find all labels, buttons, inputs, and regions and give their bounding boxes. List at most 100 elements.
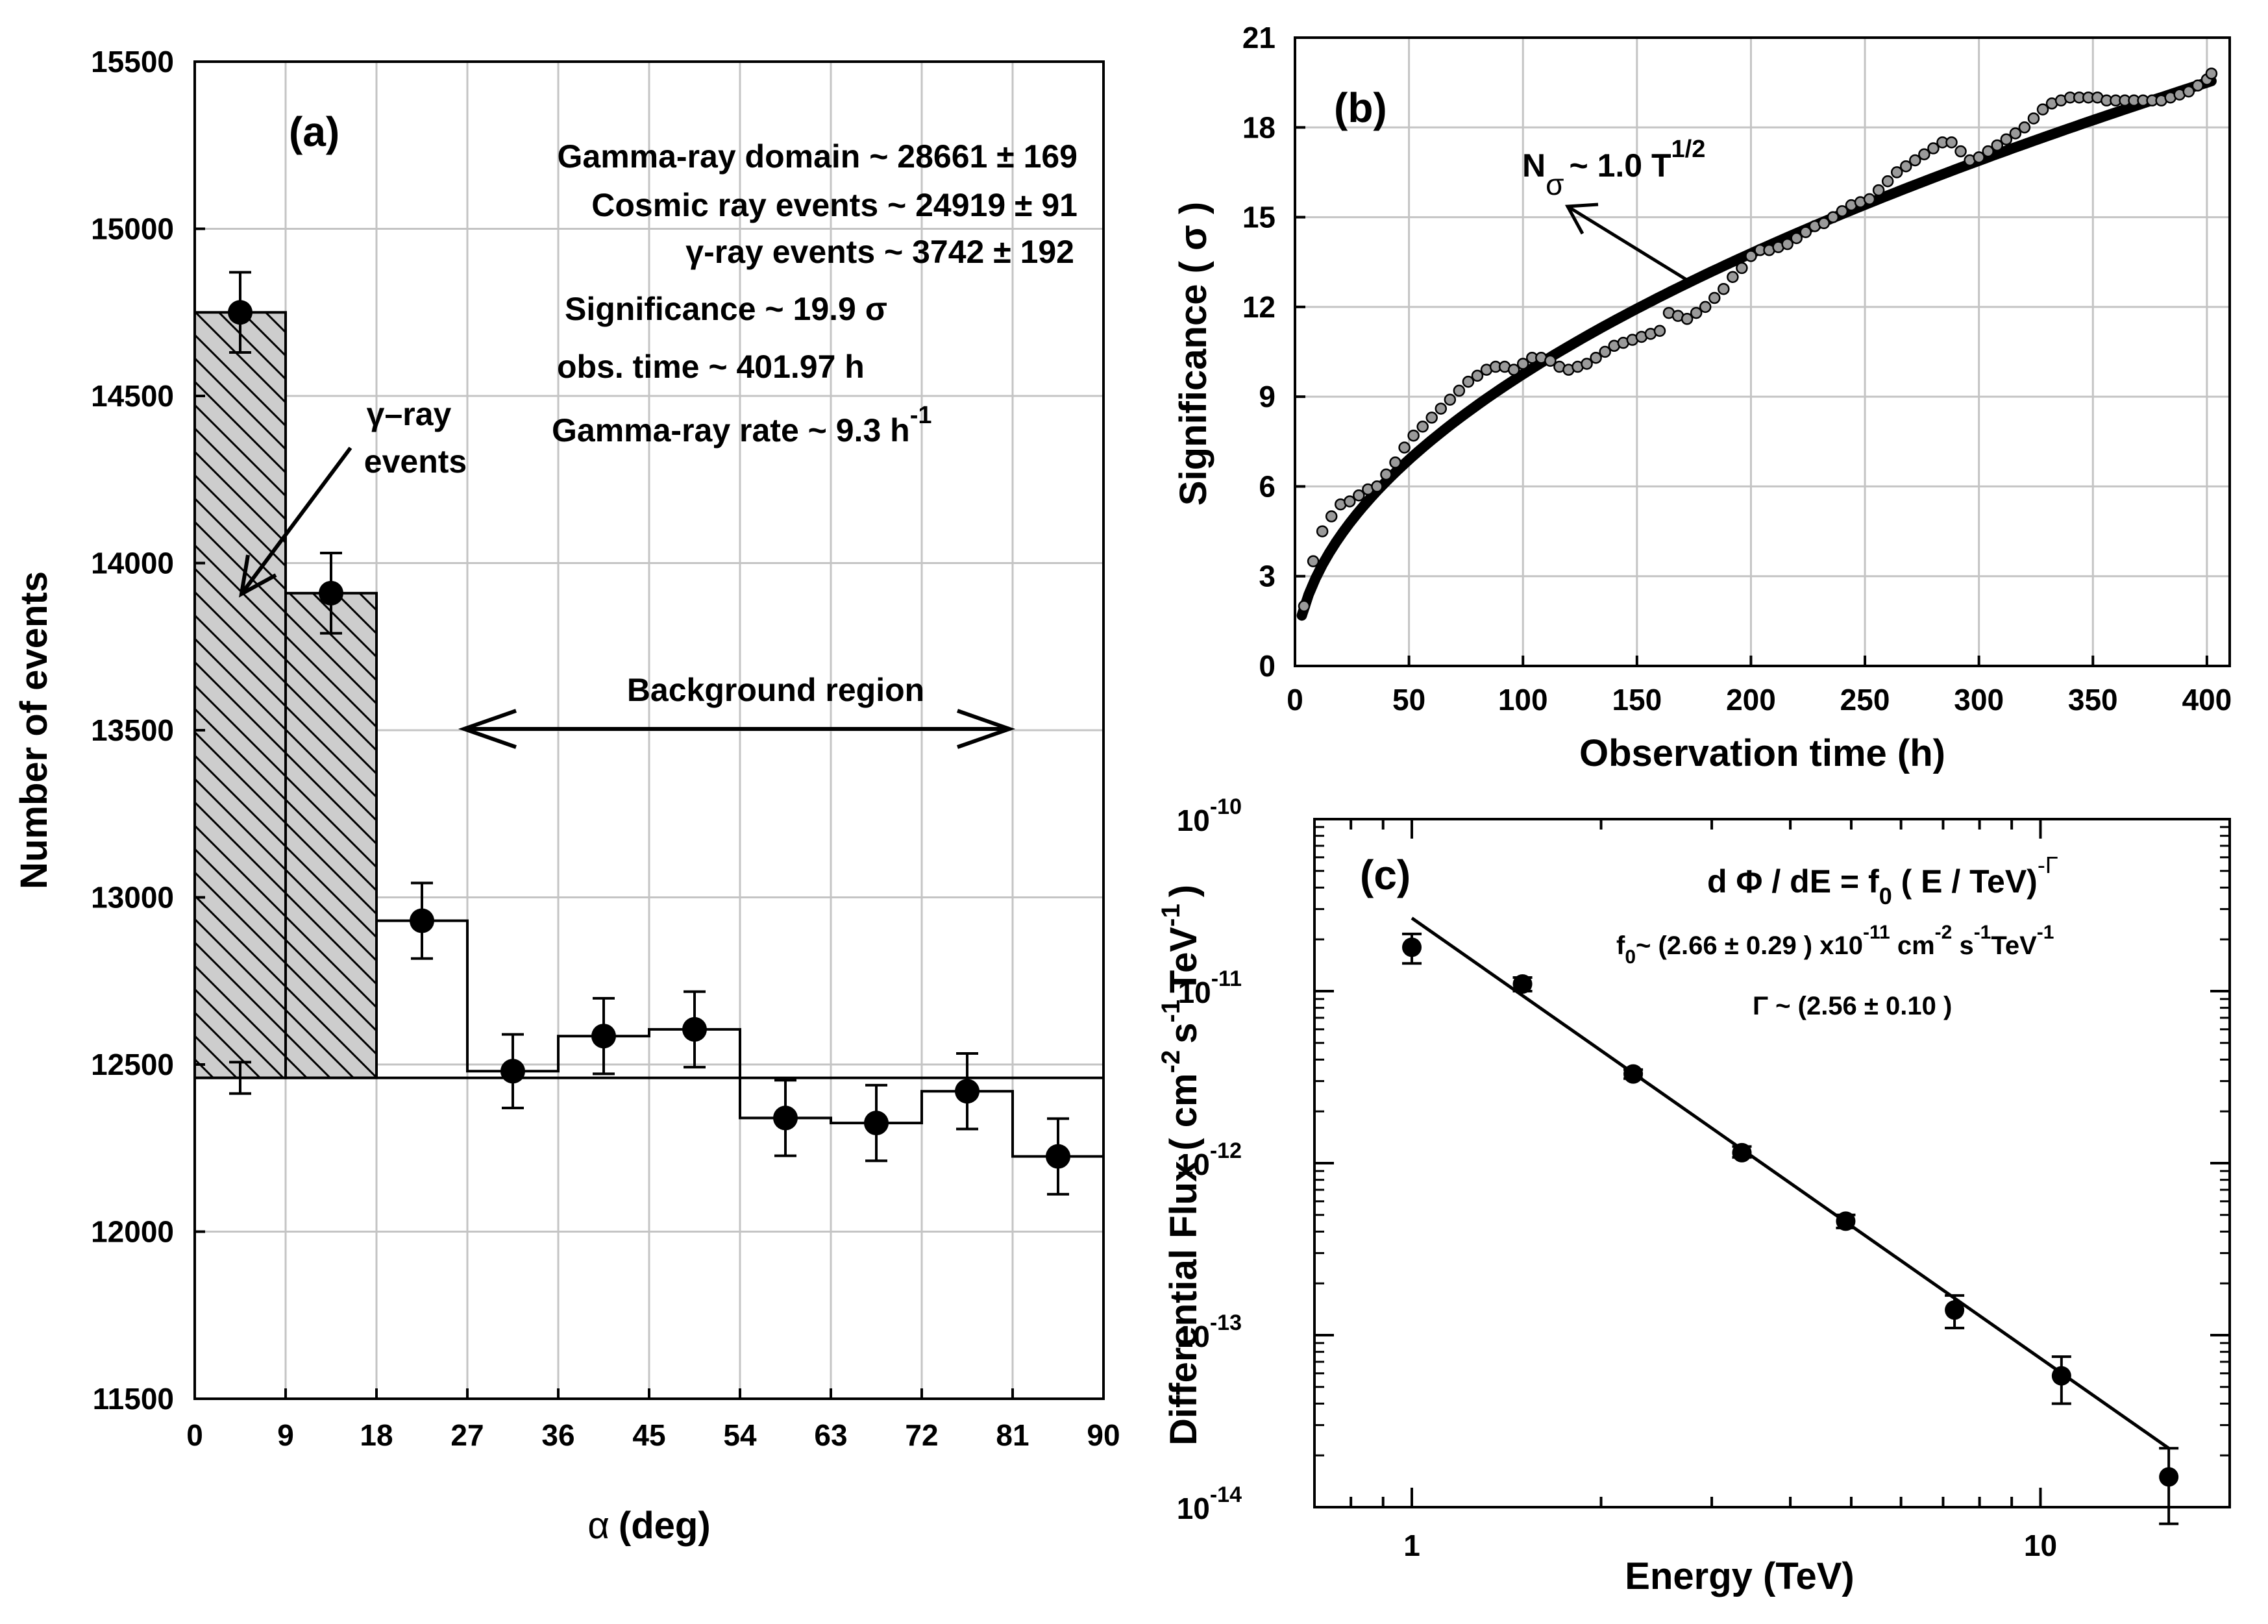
- data-point: [1863, 193, 1876, 206]
- data-point: [1590, 351, 1602, 364]
- data-point: [1732, 1142, 1752, 1163]
- data-point: [1389, 456, 1401, 469]
- panel-c-x-tick-labels: 1 10: [1403, 1529, 2057, 1562]
- panel-a-y-tick-label: 15000: [91, 212, 174, 246]
- data-point: [1909, 154, 1921, 167]
- panel-a-y-tick-label: 12500: [91, 1048, 174, 1081]
- data-point: [1416, 420, 1429, 433]
- data-point: [1690, 306, 1703, 319]
- panel-c-x-tick-label: 1: [1403, 1529, 1420, 1562]
- data-point: [1982, 145, 1994, 158]
- data-point: [1836, 205, 1849, 217]
- data-point: [2191, 79, 2204, 92]
- panel-a-y-tick-label: 14500: [91, 379, 174, 413]
- panel-a-ticks: [193, 60, 1105, 1400]
- annotation-gamma-events: γ-ray events ~ 3742 ± 192: [685, 234, 1074, 270]
- data-point: [2000, 133, 2013, 145]
- annotation-obs-time: obs. time ~ 401.97 h: [557, 349, 865, 385]
- data-point: [1681, 313, 1694, 325]
- panel-a-x-tick-label: 72: [905, 1418, 938, 1452]
- data-point: [1927, 142, 1940, 154]
- panel-b-grid: [1295, 38, 2230, 666]
- data-point: [864, 1111, 889, 1136]
- panel-a-x-tick-label: 18: [360, 1418, 393, 1452]
- panel-a-x-tick-label: 0: [186, 1418, 203, 1452]
- data-point: [1507, 363, 1520, 376]
- data-point: [1727, 271, 1739, 284]
- panel-b-points: [1298, 68, 2218, 613]
- panel-c-label: (c): [1360, 852, 1411, 898]
- data-point: [2205, 68, 2218, 80]
- data-point: [500, 1059, 525, 1084]
- data-point: [1425, 412, 1438, 424]
- data-point: [1599, 345, 1611, 358]
- panel-c-y-tick-labels: 10-10 10-11 10-12 10-13 10-14: [1177, 794, 1242, 1525]
- data-point: [1516, 358, 1529, 370]
- panel-c-x-axis-label: Energy (TeV): [1625, 1555, 1854, 1597]
- panel-a-x-tick-labels: 0 9 18 27 36 45 54 63 72 81 90: [186, 1418, 1120, 1452]
- background-region-label: Background region: [627, 672, 924, 708]
- panel-b-x-tick-label: 150: [1612, 683, 1662, 717]
- data-point: [2159, 1467, 2179, 1487]
- panel-b-frame: [1294, 36, 2231, 667]
- panel-c-y-tick-label: 10-14: [1177, 1483, 1242, 1525]
- panel-c: 1 10 10-10 10-11 10-12 10-13 10-14 (c) d Φ / …: [1157, 794, 2231, 1597]
- panel-c-f0-value: f0~ (2.66 ± 0.29 ) x10-11 cm-2 s-1TeV-1: [1616, 922, 2054, 968]
- data-point: [1325, 510, 1338, 523]
- panel-b-y-tick-label: 18: [1242, 110, 1276, 144]
- panel-b-y-tick-label: 6: [1259, 469, 1276, 503]
- panel-a-y-tick-label: 15500: [91, 45, 174, 79]
- data-point: [1435, 402, 1448, 415]
- annotation-gamma-rate: Gamma-ray rate ~ 9.3 h-1: [552, 402, 931, 449]
- data-point: [1836, 1211, 1856, 1231]
- panel-a-y-tick-labels: 11500 12000 12500 13000 13500 14000 14500 15000…: [91, 45, 174, 1416]
- data-point: [1544, 354, 1557, 367]
- data-point: [1371, 480, 1383, 493]
- data-point: [1402, 937, 1422, 957]
- data-point: [1799, 226, 1812, 238]
- panel-a-marks: [228, 271, 1070, 1196]
- panel-a-bars: [193, 311, 1103, 1158]
- data-point: [2182, 85, 2195, 98]
- panel-b-y-tick-label: 15: [1242, 201, 1276, 234]
- data-point: [1653, 325, 1666, 337]
- data-point: [1818, 217, 1830, 230]
- panel-a-y-tick-label: 13500: [91, 713, 174, 747]
- shaded-bar: [193, 311, 287, 1079]
- data-point: [1512, 974, 1533, 994]
- fit-curve: [1296, 75, 2217, 621]
- data-point: [2036, 103, 2049, 116]
- data-point: [1945, 1300, 1965, 1320]
- panel-a-y-tick-label: 12000: [91, 1215, 174, 1249]
- panel-b-x-tick-label: 50: [1392, 683, 1425, 717]
- panel-b-ticks: [1294, 36, 2208, 667]
- panel-c-y-tick-label: 10-12: [1177, 1138, 1242, 1181]
- data-point: [1407, 429, 1420, 442]
- data-point: [1344, 495, 1356, 508]
- panel-c-equation: d Φ / dE = f0 ( E / TeV)-Γ: [1707, 852, 2058, 909]
- panel-a-label: (a): [289, 108, 339, 155]
- data-point: [1298, 600, 1311, 613]
- panel-a-y-tick-label: 13000: [91, 881, 174, 915]
- panel-b-x-tick-label: 250: [1840, 683, 1890, 717]
- panel-b-x-tick-label: 400: [2182, 683, 2232, 717]
- data-point: [1444, 393, 1457, 406]
- data-point: [1462, 375, 1475, 388]
- panel-c-y-tick-label: 10-11: [1178, 966, 1242, 1009]
- panel-c-y-axis-label: Differential Flux ( cm-2s-1TeV-1): [1157, 885, 1205, 1446]
- shaded-bar: [284, 591, 378, 1079]
- panel-b-x-tick-labels: 0 50 100 150 200 250 300 350 400: [1287, 683, 2232, 717]
- data-point: [1954, 145, 1967, 158]
- power-law-fit: [1411, 917, 2170, 1450]
- data-point: [1708, 291, 1721, 304]
- data-point: [1973, 151, 1985, 164]
- panel-a: 0 9 18 27 36 45 54 63 72 81 90 11500 12000 12500 1300…: [13, 45, 1120, 1547]
- panel-a-x-tick-label: 81: [996, 1418, 1029, 1452]
- panel-b-label: (b): [1334, 84, 1387, 131]
- panel-b-fit-label: Nσ~ 1.0 T1/2: [1522, 136, 1705, 201]
- panel-b-x-tick-label: 0: [1287, 683, 1303, 717]
- data-point: [955, 1079, 980, 1104]
- data-point: [2027, 112, 2040, 125]
- panel-a-y-axis-label: Number of events: [13, 571, 55, 889]
- panel-b-fit: [1296, 75, 2217, 621]
